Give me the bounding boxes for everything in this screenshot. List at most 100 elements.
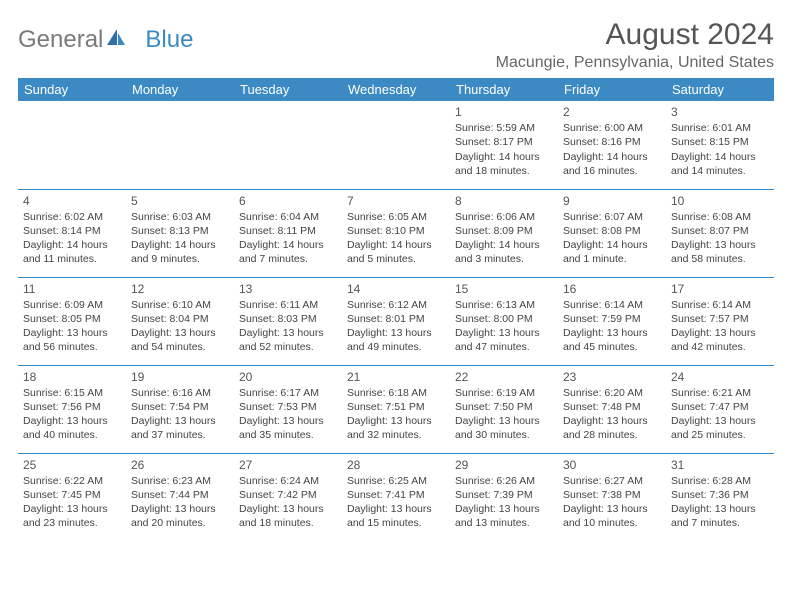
daylight-line: Daylight: 13 hours and 13 minutes. — [455, 502, 553, 530]
calendar-day-cell: 1Sunrise: 5:59 AMSunset: 8:17 PMDaylight… — [450, 101, 558, 189]
sunset-line: Sunset: 7:36 PM — [671, 488, 769, 502]
sunrise-line: Sunrise: 6:03 AM — [131, 210, 229, 224]
calendar-day-cell: 2Sunrise: 6:00 AMSunset: 8:16 PMDaylight… — [558, 101, 666, 189]
sunset-line: Sunset: 7:50 PM — [455, 400, 553, 414]
weekday-header: Sunday — [18, 78, 126, 101]
calendar-day-cell: 9Sunrise: 6:07 AMSunset: 8:08 PMDaylight… — [558, 189, 666, 277]
calendar-day-cell: 4Sunrise: 6:02 AMSunset: 8:14 PMDaylight… — [18, 189, 126, 277]
daylight-line: Daylight: 13 hours and 10 minutes. — [563, 502, 661, 530]
calendar-day-cell: 3Sunrise: 6:01 AMSunset: 8:15 PMDaylight… — [666, 101, 774, 189]
sunset-line: Sunset: 8:13 PM — [131, 224, 229, 238]
daylight-line: Daylight: 13 hours and 18 minutes. — [239, 502, 337, 530]
daylight-line: Daylight: 14 hours and 9 minutes. — [131, 238, 229, 266]
daylight-line: Daylight: 13 hours and 30 minutes. — [455, 414, 553, 442]
title-block: August 2024 Macungie, Pennsylvania, Unit… — [496, 18, 774, 72]
day-number: 24 — [671, 369, 769, 385]
sunset-line: Sunset: 7:39 PM — [455, 488, 553, 502]
daylight-line: Daylight: 14 hours and 3 minutes. — [455, 238, 553, 266]
daylight-line: Daylight: 14 hours and 16 minutes. — [563, 150, 661, 178]
sunset-line: Sunset: 7:51 PM — [347, 400, 445, 414]
day-number: 26 — [131, 457, 229, 473]
sunset-line: Sunset: 8:16 PM — [563, 135, 661, 149]
brand-part1: General — [18, 26, 103, 54]
day-number: 1 — [455, 104, 553, 120]
sunset-line: Sunset: 7:54 PM — [131, 400, 229, 414]
calendar-empty-cell — [342, 101, 450, 189]
sunrise-line: Sunrise: 6:28 AM — [671, 474, 769, 488]
sunset-line: Sunset: 7:48 PM — [563, 400, 661, 414]
sunrise-line: Sunrise: 6:05 AM — [347, 210, 445, 224]
day-number: 12 — [131, 281, 229, 297]
sunset-line: Sunset: 8:01 PM — [347, 312, 445, 326]
sunrise-line: Sunrise: 6:22 AM — [23, 474, 121, 488]
sunset-line: Sunset: 8:03 PM — [239, 312, 337, 326]
calendar-day-cell: 29Sunrise: 6:26 AMSunset: 7:39 PMDayligh… — [450, 453, 558, 541]
calendar-week-row: 4Sunrise: 6:02 AMSunset: 8:14 PMDaylight… — [18, 189, 774, 277]
day-number: 3 — [671, 104, 769, 120]
weekday-header: Tuesday — [234, 78, 342, 101]
calendar-day-cell: 5Sunrise: 6:03 AMSunset: 8:13 PMDaylight… — [126, 189, 234, 277]
daylight-line: Daylight: 13 hours and 20 minutes. — [131, 502, 229, 530]
sunrise-line: Sunrise: 6:25 AM — [347, 474, 445, 488]
day-number: 22 — [455, 369, 553, 385]
day-number: 19 — [131, 369, 229, 385]
calendar-day-cell: 6Sunrise: 6:04 AMSunset: 8:11 PMDaylight… — [234, 189, 342, 277]
day-number: 17 — [671, 281, 769, 297]
calendar-table: SundayMondayTuesdayWednesdayThursdayFrid… — [18, 78, 774, 541]
day-number: 2 — [563, 104, 661, 120]
daylight-line: Daylight: 13 hours and 7 minutes. — [671, 502, 769, 530]
sunset-line: Sunset: 8:07 PM — [671, 224, 769, 238]
day-number: 21 — [347, 369, 445, 385]
day-number: 27 — [239, 457, 337, 473]
day-number: 15 — [455, 281, 553, 297]
weekday-header: Thursday — [450, 78, 558, 101]
daylight-line: Daylight: 13 hours and 49 minutes. — [347, 326, 445, 354]
day-number: 28 — [347, 457, 445, 473]
sunset-line: Sunset: 7:59 PM — [563, 312, 661, 326]
sunrise-line: Sunrise: 6:21 AM — [671, 386, 769, 400]
day-number: 29 — [455, 457, 553, 473]
sunset-line: Sunset: 7:47 PM — [671, 400, 769, 414]
daylight-line: Daylight: 13 hours and 37 minutes. — [131, 414, 229, 442]
calendar-week-row: 25Sunrise: 6:22 AMSunset: 7:45 PMDayligh… — [18, 453, 774, 541]
day-number: 20 — [239, 369, 337, 385]
weekday-header: Friday — [558, 78, 666, 101]
calendar-day-cell: 22Sunrise: 6:19 AMSunset: 7:50 PMDayligh… — [450, 365, 558, 453]
sunset-line: Sunset: 7:41 PM — [347, 488, 445, 502]
sunrise-line: Sunrise: 6:18 AM — [347, 386, 445, 400]
sunrise-line: Sunrise: 6:09 AM — [23, 298, 121, 312]
weekday-header: Monday — [126, 78, 234, 101]
calendar-day-cell: 18Sunrise: 6:15 AMSunset: 7:56 PMDayligh… — [18, 365, 126, 453]
calendar-day-cell: 13Sunrise: 6:11 AMSunset: 8:03 PMDayligh… — [234, 277, 342, 365]
daylight-line: Daylight: 13 hours and 25 minutes. — [671, 414, 769, 442]
calendar-week-row: 1Sunrise: 5:59 AMSunset: 8:17 PMDaylight… — [18, 101, 774, 189]
day-number: 25 — [23, 457, 121, 473]
sunrise-line: Sunrise: 6:00 AM — [563, 121, 661, 135]
daylight-line: Daylight: 13 hours and 15 minutes. — [347, 502, 445, 530]
sunset-line: Sunset: 7:44 PM — [131, 488, 229, 502]
calendar-empty-cell — [18, 101, 126, 189]
sunrise-line: Sunrise: 6:17 AM — [239, 386, 337, 400]
daylight-line: Daylight: 14 hours and 14 minutes. — [671, 150, 769, 178]
sunrise-line: Sunrise: 6:06 AM — [455, 210, 553, 224]
day-number: 5 — [131, 193, 229, 209]
day-number: 30 — [563, 457, 661, 473]
location-label: Macungie, Pennsylvania, United States — [496, 54, 774, 72]
daylight-line: Daylight: 13 hours and 23 minutes. — [23, 502, 121, 530]
sunset-line: Sunset: 8:14 PM — [23, 224, 121, 238]
day-number: 7 — [347, 193, 445, 209]
sunset-line: Sunset: 8:11 PM — [239, 224, 337, 238]
sunrise-line: Sunrise: 6:14 AM — [671, 298, 769, 312]
day-number: 10 — [671, 193, 769, 209]
calendar-day-cell: 30Sunrise: 6:27 AMSunset: 7:38 PMDayligh… — [558, 453, 666, 541]
daylight-line: Daylight: 13 hours and 35 minutes. — [239, 414, 337, 442]
calendar-day-cell: 31Sunrise: 6:28 AMSunset: 7:36 PMDayligh… — [666, 453, 774, 541]
sunset-line: Sunset: 8:04 PM — [131, 312, 229, 326]
sunset-line: Sunset: 7:42 PM — [239, 488, 337, 502]
day-number: 6 — [239, 193, 337, 209]
sunrise-line: Sunrise: 6:23 AM — [131, 474, 229, 488]
calendar-day-cell: 7Sunrise: 6:05 AMSunset: 8:10 PMDaylight… — [342, 189, 450, 277]
weekday-header: Saturday — [666, 78, 774, 101]
daylight-line: Daylight: 13 hours and 56 minutes. — [23, 326, 121, 354]
calendar-day-cell: 19Sunrise: 6:16 AMSunset: 7:54 PMDayligh… — [126, 365, 234, 453]
